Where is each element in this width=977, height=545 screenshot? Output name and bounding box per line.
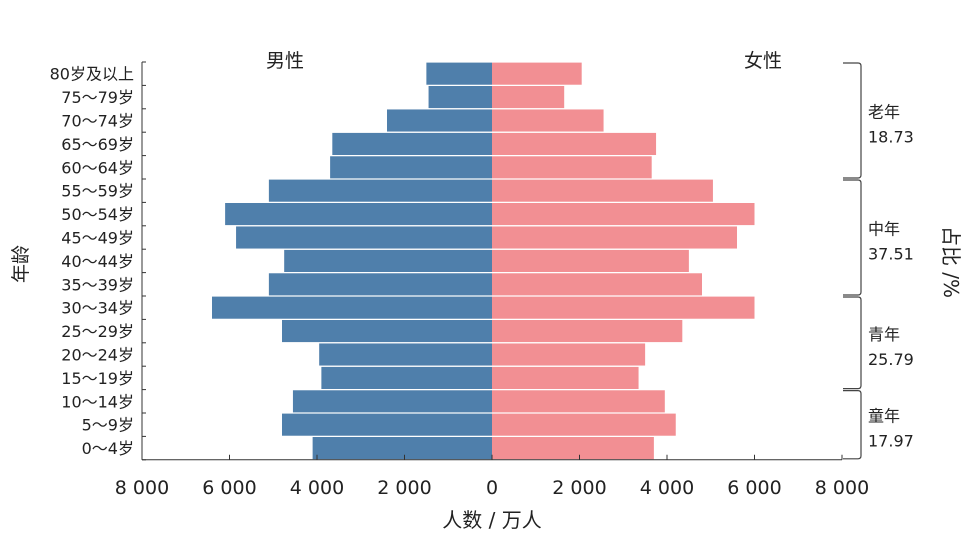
- bar-female: [492, 62, 582, 85]
- bar-male: [332, 132, 492, 155]
- group-bracket: [843, 390, 862, 460]
- y-tick-label: 5～9岁: [82, 416, 134, 435]
- y-tick-label: 25～29岁: [61, 322, 134, 341]
- bar-female: [492, 132, 657, 155]
- series-label-female: 女性: [744, 50, 782, 72]
- x-axis-title: 人数 / 万人: [442, 508, 541, 532]
- bar-female: [492, 203, 755, 226]
- bar-male: [282, 320, 492, 343]
- y-axis-title: 年龄: [10, 245, 32, 283]
- bar-female: [492, 273, 702, 296]
- x-tick-label: 0: [486, 477, 498, 499]
- bar-male: [426, 62, 492, 85]
- bar-male: [268, 273, 492, 296]
- bar-female: [492, 179, 713, 202]
- y-tick-label: 30～34岁: [61, 299, 134, 318]
- bar-female: [492, 320, 683, 343]
- bar-male: [268, 179, 492, 202]
- x-tick-label: 2 000: [552, 477, 606, 499]
- x-tick-label: 6 000: [727, 477, 781, 499]
- y-tick-label: 45～49岁: [61, 229, 134, 248]
- group-bracket: [843, 296, 862, 390]
- bar-male: [225, 203, 492, 226]
- group-name: 中年: [868, 220, 900, 239]
- bar-male: [312, 437, 492, 460]
- x-tick-label: 2 000: [377, 477, 431, 499]
- bar-female: [492, 390, 665, 413]
- x-tick-label: 8 000: [815, 477, 869, 499]
- bar-female: [492, 249, 689, 272]
- group-name: 童年: [868, 407, 900, 426]
- right-axis-title: 占比 /%: [939, 226, 963, 298]
- group-name: 青年: [868, 325, 900, 344]
- bar-male: [212, 296, 492, 319]
- bar-female: [492, 366, 639, 389]
- bar-female: [492, 109, 604, 132]
- bar-male: [428, 86, 492, 109]
- bar-male: [321, 366, 492, 389]
- series-label-male: 男性: [266, 50, 304, 72]
- y-tick-label: 35～39岁: [61, 275, 134, 294]
- y-tick-label: 80岁及以上: [50, 65, 134, 84]
- bar-male: [387, 109, 492, 132]
- labels-layer: 8 000 6 000 4 000 2 000 0 2 000 4 000 6 000 8 00…: [10, 50, 963, 532]
- bar-male: [319, 343, 492, 366]
- bar-male: [236, 226, 492, 249]
- bar-male: [284, 249, 492, 272]
- bar-female: [492, 413, 676, 436]
- y-tick-label: 60～64岁: [61, 158, 134, 177]
- y-tick-label: 20～24岁: [61, 346, 134, 365]
- bar-male: [330, 156, 492, 179]
- x-tick-label: 8 000: [115, 477, 169, 499]
- group-name: 老年: [868, 103, 900, 122]
- group-bracket: [843, 179, 862, 296]
- bar-female: [492, 156, 652, 179]
- y-tick-label: 50～54岁: [61, 205, 134, 224]
- y-tick-label: 70～74岁: [61, 112, 134, 131]
- y-tick-label: 55～59岁: [61, 182, 134, 201]
- x-tick-label: 4 000: [640, 477, 694, 499]
- axes-layer: [141, 61, 862, 461]
- y-tick-label: 15～19岁: [61, 369, 134, 388]
- bar-male: [282, 413, 492, 436]
- bar-female: [492, 343, 646, 366]
- y-tick-label: 40～44岁: [61, 252, 134, 271]
- y-tick-label: 65～69岁: [61, 135, 134, 154]
- group-value: 17.97: [868, 432, 914, 451]
- bar-male: [292, 390, 492, 413]
- x-tick-label: 4 000: [290, 477, 344, 499]
- bar-female: [492, 296, 755, 319]
- bar-female: [492, 226, 737, 249]
- group-value: 37.51: [868, 245, 914, 264]
- group-value: 25.79: [868, 350, 914, 369]
- group-bracket: [843, 62, 862, 179]
- bars-layer: [203, 62, 781, 460]
- group-value: 18.73: [868, 128, 914, 147]
- bar-female: [492, 437, 654, 460]
- x-tick-label: 6 000: [202, 477, 256, 499]
- bar-female: [492, 86, 565, 109]
- y-tick-label: 0～4岁: [82, 439, 134, 458]
- y-tick-label: 75～79岁: [61, 88, 134, 107]
- y-tick-label: 10～14岁: [61, 392, 134, 411]
